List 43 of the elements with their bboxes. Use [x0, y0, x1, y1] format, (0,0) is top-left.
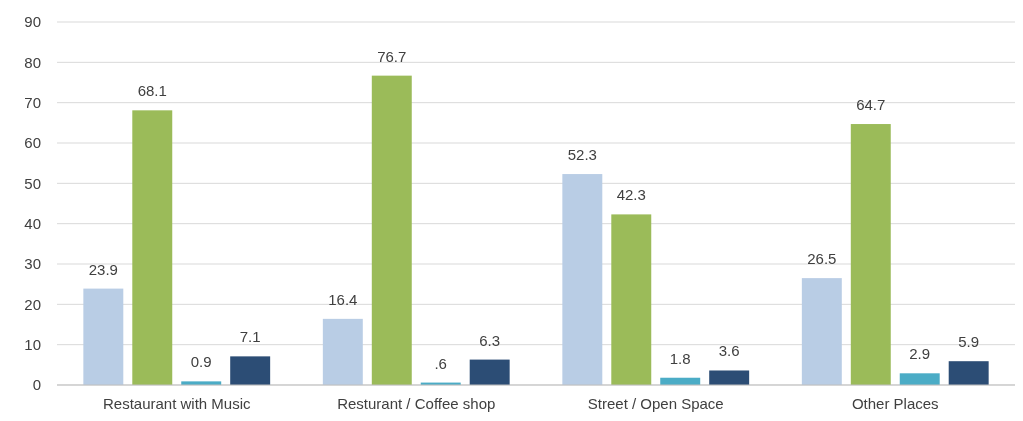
bar — [83, 288, 124, 385]
bar — [132, 110, 173, 385]
y-tick-label: 40 — [24, 214, 41, 232]
data-label: 68.1 — [137, 82, 167, 100]
data-label: 76.7 — [377, 47, 407, 65]
bar — [899, 373, 940, 385]
bar — [562, 174, 603, 385]
bar — [230, 356, 271, 385]
y-tick-label: 50 — [24, 174, 41, 192]
y-tick-label: 90 — [24, 13, 41, 31]
data-label: 23.9 — [88, 260, 118, 278]
y-tick-label: 70 — [24, 93, 41, 111]
data-label: 1.8 — [669, 349, 691, 367]
bar — [948, 361, 989, 385]
x-tick-label: Street / Open Space — [587, 395, 724, 412]
data-label: 7.1 — [239, 328, 261, 346]
y-tick-label: 10 — [24, 335, 41, 353]
bar — [709, 370, 750, 385]
data-label: 5.9 — [958, 333, 980, 351]
data-label: 64.7 — [856, 96, 886, 114]
y-tick-label: 80 — [24, 53, 41, 71]
y-tick-label: 0 — [32, 376, 41, 394]
bar — [801, 278, 842, 385]
data-label: 3.6 — [718, 342, 740, 360]
x-tick-label: Other Places — [851, 395, 939, 412]
y-tick-label: 60 — [24, 134, 41, 152]
y-tick-label: 20 — [24, 295, 41, 313]
bar — [371, 75, 412, 385]
bar — [850, 124, 891, 385]
data-label: 6.3 — [479, 331, 501, 349]
bar — [469, 359, 510, 385]
data-label: 16.4 — [328, 290, 358, 308]
bar — [611, 214, 652, 385]
bar — [322, 318, 363, 385]
data-label: 42.3 — [616, 186, 646, 204]
data-label: 2.9 — [909, 345, 931, 363]
x-tick-label: Resturant / Coffee shop — [337, 395, 496, 412]
data-label: 52.3 — [567, 146, 597, 164]
y-tick-label: 30 — [24, 255, 41, 273]
data-label: .6 — [434, 354, 447, 372]
x-tick-label: Restaurant with Music — [102, 395, 252, 412]
data-label: 26.5 — [807, 250, 837, 268]
data-label: 0.9 — [190, 353, 212, 371]
